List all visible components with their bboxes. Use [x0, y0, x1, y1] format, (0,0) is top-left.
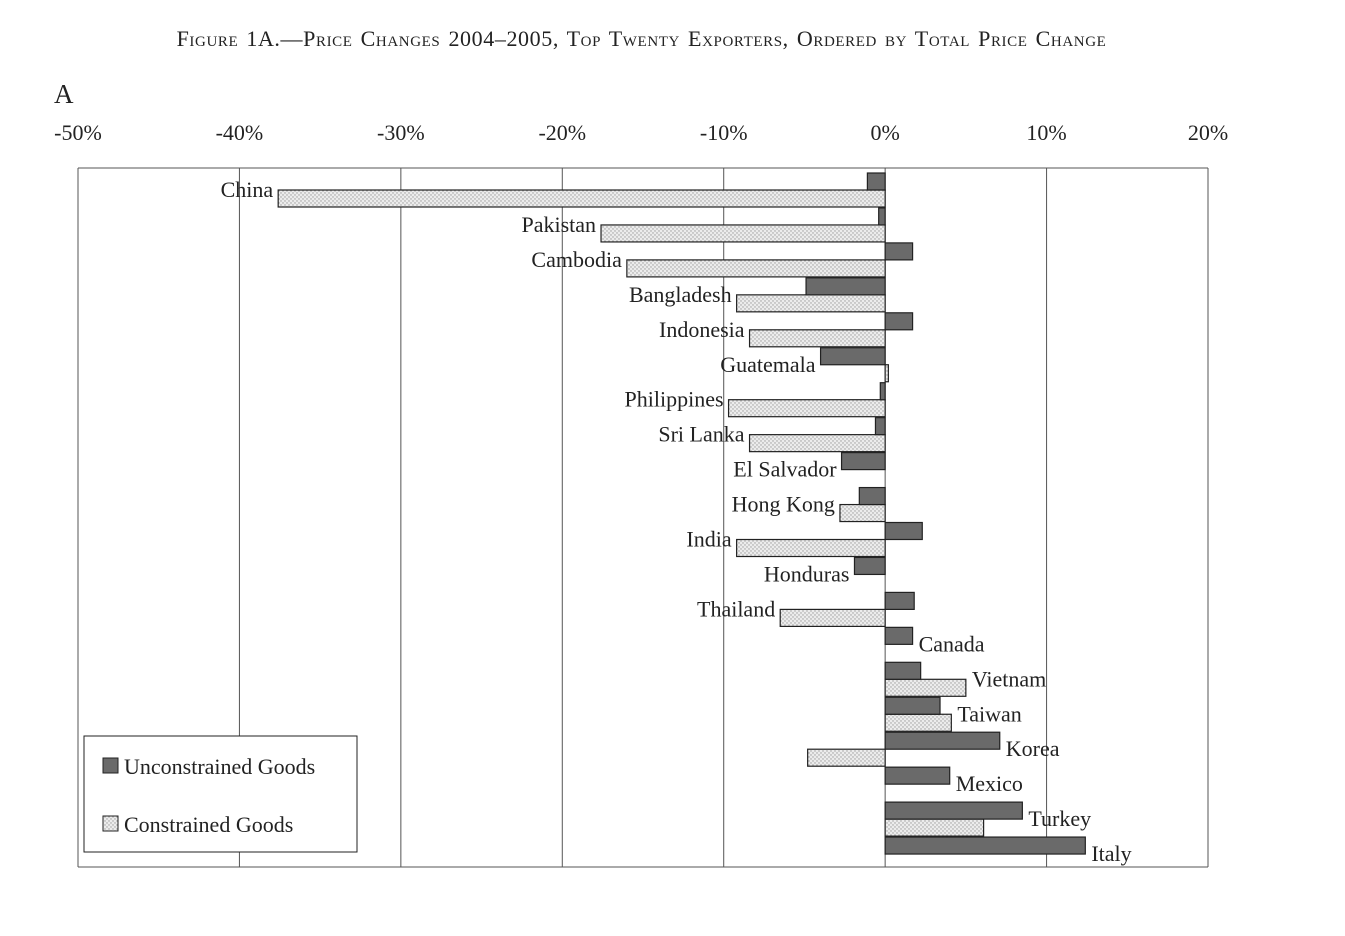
bar-unconstrained [879, 382, 886, 401]
bar-unconstrained [884, 836, 1086, 855]
category-group [807, 731, 1001, 767]
x-tick-label: 10% [1026, 120, 1066, 145]
x-tick-label: 20% [1188, 120, 1228, 145]
category-group [779, 591, 915, 628]
category-group [884, 696, 952, 732]
category-group [748, 417, 886, 453]
bar-unconstrained [884, 242, 914, 261]
bar-unconstrained [884, 731, 1001, 750]
category-label: Mexico [956, 771, 1023, 796]
category-label: Turkey [1028, 806, 1091, 831]
category-label: Italy [1091, 841, 1131, 866]
category-group [884, 836, 1086, 855]
bar-unconstrained [840, 452, 886, 471]
category-label: China [221, 177, 274, 202]
bar-constrained [839, 503, 886, 523]
category-group [884, 766, 951, 785]
x-tick-label: -50% [54, 120, 102, 145]
bar-constrained [779, 608, 886, 628]
category-group [277, 172, 886, 208]
category-group [819, 347, 889, 383]
bar-unconstrained [884, 626, 914, 645]
bar-constrained [807, 748, 886, 767]
bar-constrained [277, 189, 886, 208]
x-tick-label: -10% [700, 120, 748, 145]
legend: Unconstrained Goods Constrained Goods [83, 735, 358, 853]
x-tick-label: -40% [216, 120, 264, 145]
category-label: Korea [1006, 736, 1060, 761]
figure-title: Figure 1A.—Price Changes 2004–2005, Top … [176, 26, 1107, 51]
category-group [626, 242, 914, 278]
bar-constrained [884, 818, 985, 837]
bar-unconstrained [884, 801, 1023, 820]
bar-unconstrained [884, 766, 951, 785]
category-group [853, 556, 886, 576]
category-label: Cambodia [531, 247, 622, 272]
bar-unconstrained [858, 486, 886, 506]
bar-constrained [736, 294, 886, 313]
category-group [884, 801, 1023, 837]
category-label: Hong Kong [732, 492, 835, 517]
bar-unconstrained [884, 696, 941, 715]
category-group [727, 382, 886, 418]
bar-constrained [626, 259, 886, 278]
bar-constrained [736, 538, 886, 558]
category-label: El Salvador [733, 457, 837, 482]
x-tick-label: 0% [870, 120, 899, 145]
bar-constrained [748, 434, 886, 453]
bar-unconstrained [884, 521, 923, 541]
category-label: Philippines [625, 387, 724, 412]
bar-unconstrained [884, 661, 922, 680]
category-group [736, 521, 923, 558]
category-label: Sri Lanka [658, 422, 744, 447]
bar-constrained [748, 329, 886, 348]
category-group [840, 452, 886, 471]
legend-box [83, 735, 358, 853]
bar-constrained [884, 364, 889, 383]
category-group [839, 486, 886, 523]
bar-unconstrained [853, 556, 886, 576]
panel-label: A [54, 79, 74, 109]
category-label: Canada [919, 631, 985, 656]
bars [277, 172, 1086, 855]
x-tick-labels: -50% -40% -30% -20% -10% 0% 10% 20% [54, 120, 1228, 145]
category-label: Pakistan [521, 212, 596, 237]
bar-unconstrained [805, 277, 886, 296]
category-group [736, 277, 886, 313]
category-group [884, 661, 967, 697]
category-label: Honduras [764, 561, 850, 586]
bar-unconstrained [878, 207, 886, 226]
bar-unconstrained [884, 591, 915, 611]
bar-constrained [727, 399, 886, 418]
bar-unconstrained [866, 172, 886, 191]
bar-unconstrained [874, 417, 886, 436]
bar-unconstrained [819, 347, 886, 366]
category-label: Bangladesh [629, 282, 732, 307]
bar-constrained [884, 678, 967, 697]
bar-constrained [884, 713, 952, 732]
bar-unconstrained [884, 312, 914, 331]
bar-constrained [600, 224, 886, 243]
category-group [748, 312, 914, 348]
category-group [600, 207, 886, 243]
legend-swatch-unconstrained [102, 757, 119, 774]
legend-swatch-constrained [102, 815, 119, 832]
x-tick-label: -30% [377, 120, 425, 145]
category-label: Indonesia [659, 317, 745, 342]
x-tick-label: -20% [538, 120, 586, 145]
category-group [884, 626, 914, 645]
category-label: Guatemala [720, 352, 816, 377]
category-label: Taiwan [957, 701, 1021, 726]
category-label: India [686, 527, 731, 552]
category-label: Vietnam [972, 666, 1046, 691]
legend-label-unconstrained: Unconstrained Goods [124, 754, 315, 779]
category-label: Thailand [697, 596, 775, 621]
category-labels: China Pakistan Cambodia Bangladesh Indonesia… [221, 177, 1132, 866]
legend-label-constrained: Constrained Goods [124, 812, 293, 837]
